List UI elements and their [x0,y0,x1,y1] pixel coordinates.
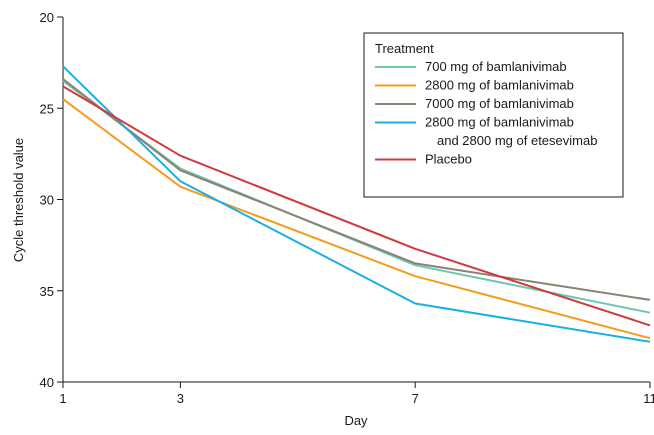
series-layer [62,65,651,343]
y-axis-title: Cycle threshold value [11,138,26,262]
x-tick-label: 11 [643,391,654,406]
y-tick-label: 35 [40,284,54,299]
x-tick-label: 7 [412,391,419,406]
legend-items: 700 mg of bamlanivimab 2800 mg of bamlani… [375,59,597,167]
legend: Treatment 700 mg of bamlanivimab 2800 mg … [363,32,624,198]
x-tick-label: 3 [177,391,184,406]
series-line [62,98,651,340]
axes: 20 25 30 35 40 1 3 7 11 [40,10,654,406]
legend-label: and 2800 mg of etesevimab [437,133,597,148]
y-tick-label: 40 [40,375,54,390]
series-line [62,85,651,327]
y-tick-label: 30 [40,193,54,208]
x-tick-label: 1 [59,391,66,406]
series-line [62,65,651,343]
legend-label: Placebo [425,152,472,167]
legend-label: 700 mg of bamlanivimab [425,59,567,74]
y-tick-label: 20 [40,10,54,25]
legend-box [363,32,624,198]
legend-label: 2800 mg of bamlanivimab [425,115,574,130]
y-ticks: 20 25 30 35 40 [40,10,63,390]
x-ticks: 1 3 7 11 [59,382,654,406]
legend-title: Treatment [375,41,434,56]
x-axis-title: Day [344,413,368,428]
legend-label: 7000 mg of bamlanivimab [425,96,574,111]
legend-label: 2800 mg of bamlanivimab [425,78,574,93]
y-tick-label: 25 [40,101,54,116]
